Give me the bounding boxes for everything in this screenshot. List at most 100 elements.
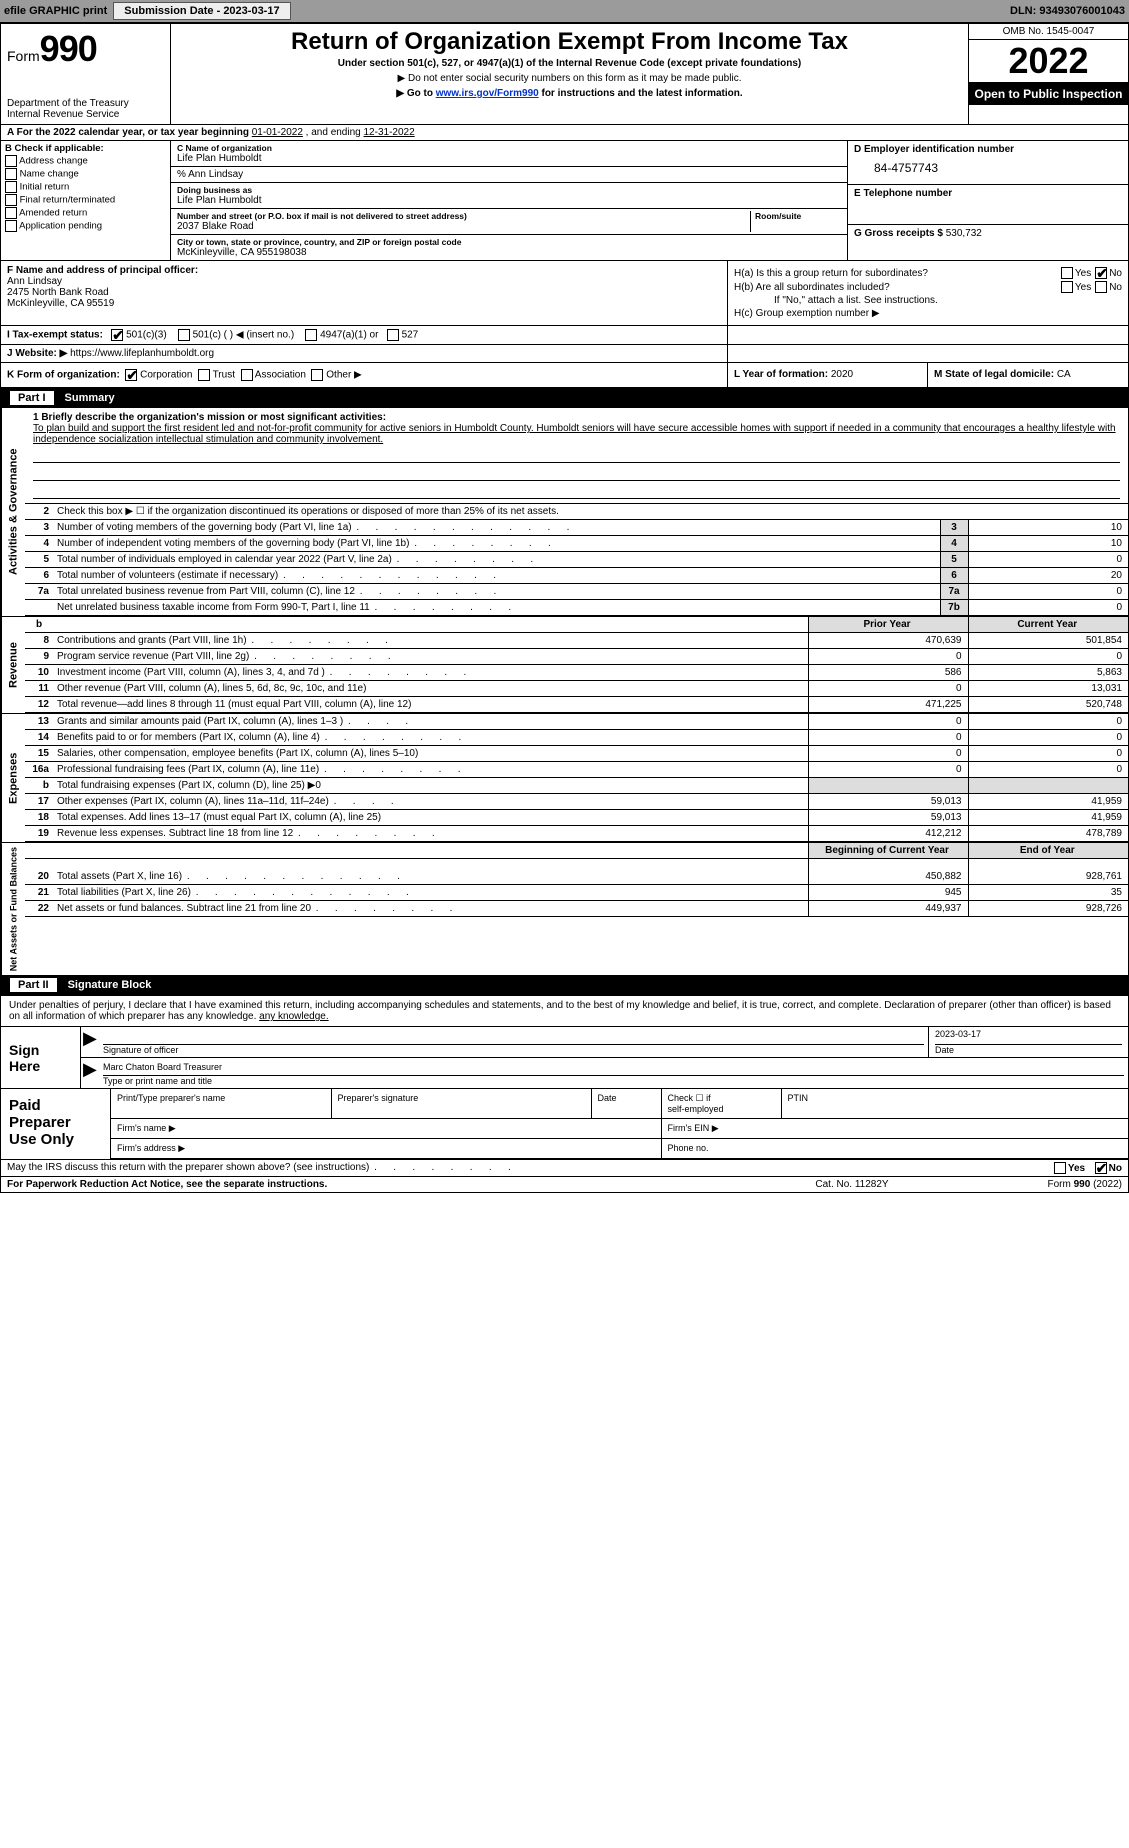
rev-8c: 501,854 (968, 633, 1128, 649)
exp-18p: 59,013 (808, 810, 968, 826)
chk-501c[interactable] (178, 329, 190, 341)
revenue-lines: bPrior YearCurrent Year 8Contributions a… (25, 617, 1128, 713)
exp-14p: 0 (808, 730, 968, 746)
section-net-assets: Net Assets or Fund Balances Beginning of… (1, 843, 1128, 975)
sig-arrow-icon: ▶ (81, 1058, 99, 1088)
rev-11p: 0 (808, 681, 968, 697)
chk-other[interactable] (311, 369, 323, 381)
col-b-checkboxes: B Check if applicable: Address change Na… (1, 141, 171, 260)
preparer-table: Print/Type preparer's name Preparer's si… (111, 1089, 1128, 1159)
col-f-officer: F Name and address of principal officer:… (1, 261, 728, 325)
ha-no[interactable] (1095, 267, 1107, 279)
hb-yes[interactable] (1061, 281, 1073, 293)
chk-name[interactable] (5, 168, 17, 180)
care-of: % Ann Lindsay (171, 167, 847, 183)
exp-15c: 0 (968, 746, 1128, 762)
col-h-group: H(a) Is this a group return for subordin… (728, 261, 1128, 325)
domicile: CA (1057, 369, 1071, 380)
header-left: Form990 Department of the Treasury Inter… (1, 24, 171, 124)
sig-date: 2023-03-17 (935, 1029, 1122, 1045)
section-expenses: Expenses 13Grants and similar amounts pa… (1, 714, 1128, 843)
discuss-row: May the IRS discuss this return with the… (1, 1160, 1128, 1177)
submission-date-btn[interactable]: Submission Date - 2023-03-17 (113, 2, 290, 20)
val-4: 10 (968, 536, 1128, 552)
sidelabel-governance: Activities & Governance (1, 408, 25, 616)
chk-final[interactable] (5, 194, 17, 206)
hb-no[interactable] (1095, 281, 1107, 293)
chk-corp[interactable] (125, 369, 137, 381)
rev-8p: 470,639 (808, 633, 968, 649)
officer-addr1: 2475 North Bank Road (7, 287, 109, 298)
block-fh: F Name and address of principal officer:… (1, 261, 1128, 326)
section-revenue: Revenue bPrior YearCurrent Year 8Contrib… (1, 617, 1128, 714)
bottom-footer: For Paperwork Reduction Act Notice, see … (1, 1177, 1128, 1192)
val-3: 10 (968, 520, 1128, 536)
sidelabel-revenue: Revenue (1, 617, 25, 713)
block-bcdeg: B Check if applicable: Address change Na… (1, 141, 1128, 261)
chk-pending[interactable] (5, 220, 17, 232)
officer-addr2: McKinleyville, CA 95519 (7, 298, 114, 309)
chk-amended[interactable] (5, 207, 17, 219)
tax-year: 2022 (969, 40, 1128, 83)
chk-527[interactable] (387, 329, 399, 341)
rev-10c: 5,863 (968, 665, 1128, 681)
net-22c: 928,726 (968, 901, 1128, 917)
discuss-no[interactable] (1095, 1162, 1107, 1174)
sidelabel-netassets: Net Assets or Fund Balances (1, 843, 25, 975)
exp-19p: 412,212 (808, 826, 968, 842)
exp-17p: 59,013 (808, 794, 968, 810)
open-inspection: Open to Public Inspection (969, 83, 1128, 105)
year-formed: 2020 (831, 369, 853, 380)
period-end: 12-31-2022 (364, 127, 415, 138)
exp-15p: 0 (808, 746, 968, 762)
chk-initial[interactable] (5, 181, 17, 193)
mission-block: 1 Briefly describe the organization's mi… (25, 408, 1128, 504)
form-header: Form990 Department of the Treasury Inter… (1, 24, 1128, 125)
dba: Life Plan Humboldt (177, 195, 841, 206)
chk-4947[interactable] (305, 329, 317, 341)
col-c-org: C Name of organization Life Plan Humbold… (171, 141, 848, 260)
form-label: Form (7, 48, 40, 64)
chk-501c3[interactable] (111, 329, 123, 341)
ein: 84-4757743 (854, 155, 1122, 181)
street: 2037 Blake Road (177, 221, 746, 232)
part-2-header: Part II Signature Block (1, 975, 1128, 995)
row-j-website: J Website: ▶ https://www.lifeplanhumbold… (1, 345, 1128, 363)
rev-12c: 520,748 (968, 697, 1128, 713)
exp-14c: 0 (968, 730, 1128, 746)
val-7a: 0 (968, 584, 1128, 600)
part-1-header: Part I Summary (1, 388, 1128, 408)
omb-number: OMB No. 1545-0047 (969, 24, 1128, 40)
dln-label: DLN: 93493076001043 (1010, 5, 1125, 17)
netasset-lines: Beginning of Current YearEnd of Year 20T… (25, 843, 1128, 917)
form-number: 990 (40, 28, 97, 69)
row-i-tax-status: I Tax-exempt status: 501(c)(3) 501(c) ( … (1, 326, 1128, 345)
website: https://www.lifeplanhumboldt.org (70, 348, 214, 359)
net-22p: 449,937 (808, 901, 968, 917)
col-deg: D Employer identification number 84-4757… (848, 141, 1128, 260)
val-7b: 0 (968, 600, 1128, 616)
header-right: OMB No. 1545-0047 2022 Open to Public In… (968, 24, 1128, 124)
rev-11c: 13,031 (968, 681, 1128, 697)
city-state-zip: McKinleyville, CA 955198038 (177, 247, 841, 258)
officer-name: Ann Lindsay (7, 276, 62, 287)
chk-trust[interactable] (198, 369, 210, 381)
paid-preparer-block: Paid Preparer Use Only Print/Type prepar… (1, 1089, 1128, 1160)
efile-topbar: efile GRAPHIC print Submission Date - 20… (0, 0, 1129, 22)
rev-9c: 0 (968, 649, 1128, 665)
irs-link[interactable]: www.irs.gov/Form990 (436, 88, 539, 99)
discuss-yes[interactable] (1054, 1162, 1066, 1174)
mission-text: To plan build and support the first resi… (33, 423, 1116, 445)
form-subtitle: Under section 501(c), 527, or 4947(a)(1)… (181, 58, 958, 69)
exp-16ap: 0 (808, 762, 968, 778)
section-governance: Activities & Governance 1 Briefly descri… (1, 408, 1128, 617)
row-klm: K Form of organization: Corporation Trus… (1, 363, 1128, 388)
ha-yes[interactable] (1061, 267, 1073, 279)
row-a-period: A For the 2022 calendar year, or tax yea… (1, 125, 1128, 141)
chk-assoc[interactable] (241, 369, 253, 381)
exp-18c: 41,959 (968, 810, 1128, 826)
exp-19c: 478,789 (968, 826, 1128, 842)
chk-address[interactable] (5, 155, 17, 167)
val-5: 0 (968, 552, 1128, 568)
net-20c: 928,761 (968, 859, 1128, 885)
